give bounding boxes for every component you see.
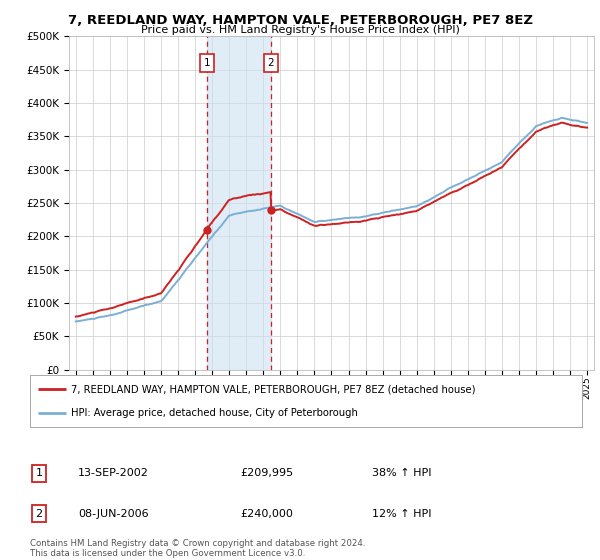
Text: 7, REEDLAND WAY, HAMPTON VALE, PETERBOROUGH, PE7 8EZ (detached house): 7, REEDLAND WAY, HAMPTON VALE, PETERBORO… <box>71 384 476 394</box>
Text: Price paid vs. HM Land Registry's House Price Index (HPI): Price paid vs. HM Land Registry's House … <box>140 25 460 35</box>
Text: 38% ↑ HPI: 38% ↑ HPI <box>372 468 431 478</box>
Text: HPI: Average price, detached house, City of Peterborough: HPI: Average price, detached house, City… <box>71 408 358 418</box>
Text: 08-JUN-2006: 08-JUN-2006 <box>78 508 149 519</box>
Text: £209,995: £209,995 <box>240 468 293 478</box>
Text: 7, REEDLAND WAY, HAMPTON VALE, PETERBOROUGH, PE7 8EZ: 7, REEDLAND WAY, HAMPTON VALE, PETERBORO… <box>67 14 533 27</box>
Text: 2: 2 <box>268 58 274 68</box>
Text: 2: 2 <box>35 508 43 519</box>
Text: 1: 1 <box>204 58 211 68</box>
Text: 12% ↑ HPI: 12% ↑ HPI <box>372 508 431 519</box>
Text: 13-SEP-2002: 13-SEP-2002 <box>78 468 149 478</box>
Text: £240,000: £240,000 <box>240 508 293 519</box>
Bar <box>207 36 271 370</box>
Text: Contains HM Land Registry data © Crown copyright and database right 2024.
This d: Contains HM Land Registry data © Crown c… <box>30 539 365 558</box>
Text: 1: 1 <box>35 468 43 478</box>
